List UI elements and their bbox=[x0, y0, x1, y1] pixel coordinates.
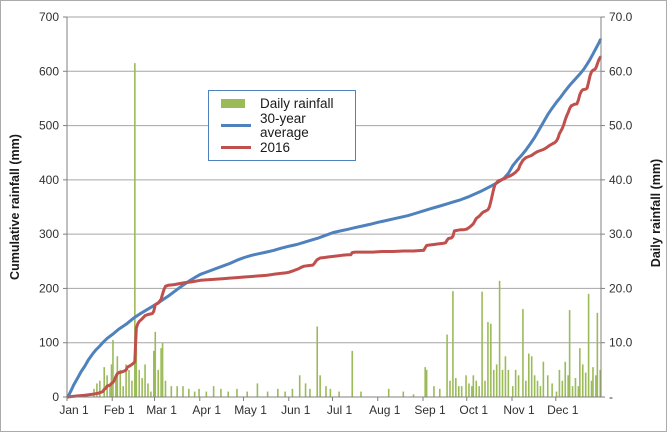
svg-text:60.0: 60.0 bbox=[609, 64, 633, 78]
line-swatch-icon bbox=[221, 123, 251, 128]
svg-text:Apr 1: Apr 1 bbox=[192, 403, 221, 417]
legend-item-30-year-average: 30-year average bbox=[221, 111, 355, 140]
svg-text:May 1: May 1 bbox=[234, 403, 267, 417]
svg-text:Jun 1: Jun 1 bbox=[281, 403, 311, 417]
bar-swatch-icon bbox=[221, 99, 251, 108]
svg-text:Dec 1: Dec 1 bbox=[547, 403, 579, 417]
svg-text:Mar 1: Mar 1 bbox=[146, 403, 177, 417]
line-swatch-icon bbox=[221, 145, 251, 150]
svg-text:Sep 1: Sep 1 bbox=[414, 403, 446, 417]
svg-text:Oct 1: Oct 1 bbox=[459, 403, 488, 417]
svg-text:Jan 1: Jan 1 bbox=[59, 403, 89, 417]
svg-text:Jul 1: Jul 1 bbox=[327, 403, 353, 417]
legend-label: 30-year average bbox=[260, 111, 309, 140]
svg-text:600: 600 bbox=[39, 64, 59, 78]
gridlines bbox=[67, 16, 601, 344]
svg-text:Feb 1: Feb 1 bbox=[104, 403, 135, 417]
legend-item-2016: 2016 bbox=[221, 137, 355, 159]
svg-text:30.0: 30.0 bbox=[609, 227, 633, 241]
right-axis-title: Daily rainfall (mm) bbox=[649, 158, 663, 268]
series-30-year-average bbox=[66, 38, 602, 399]
legend-label: Daily rainfall bbox=[260, 95, 334, 111]
svg-text:-: - bbox=[609, 390, 613, 404]
svg-text:700: 700 bbox=[39, 10, 59, 24]
svg-text:70.0: 70.0 bbox=[609, 10, 633, 24]
svg-text:Nov 1: Nov 1 bbox=[503, 403, 535, 417]
svg-text:10.0: 10.0 bbox=[609, 336, 633, 350]
axis-lines bbox=[66, 17, 602, 398]
svg-text:100: 100 bbox=[39, 336, 59, 350]
svg-text:400: 400 bbox=[39, 173, 59, 187]
legend-item-daily-rainfall: Daily rainfall bbox=[221, 93, 355, 115]
line-series bbox=[66, 38, 602, 399]
svg-text:500: 500 bbox=[39, 119, 59, 133]
left-axis-title: Cumulative rainfall (mm) bbox=[8, 134, 22, 280]
svg-text:20.0: 20.0 bbox=[609, 281, 633, 295]
line-series bbox=[66, 55, 602, 399]
svg-text:300: 300 bbox=[39, 227, 59, 241]
series-2016 bbox=[66, 55, 602, 399]
legend-label: 2016 bbox=[260, 139, 291, 155]
svg-text:50.0: 50.0 bbox=[609, 119, 633, 133]
chart-legend: Daily rainfall 30-year average 2016 bbox=[208, 90, 356, 161]
svg-text:0: 0 bbox=[52, 390, 59, 404]
svg-text:40.0: 40.0 bbox=[609, 173, 633, 187]
svg-text:Aug 1: Aug 1 bbox=[369, 403, 401, 417]
axis-ticks-and-labels: 0 100 200 300 400 500 600 700 - 10.0 20.0 30.0 40.0 5… bbox=[39, 10, 633, 417]
svg-text:200: 200 bbox=[39, 281, 59, 295]
